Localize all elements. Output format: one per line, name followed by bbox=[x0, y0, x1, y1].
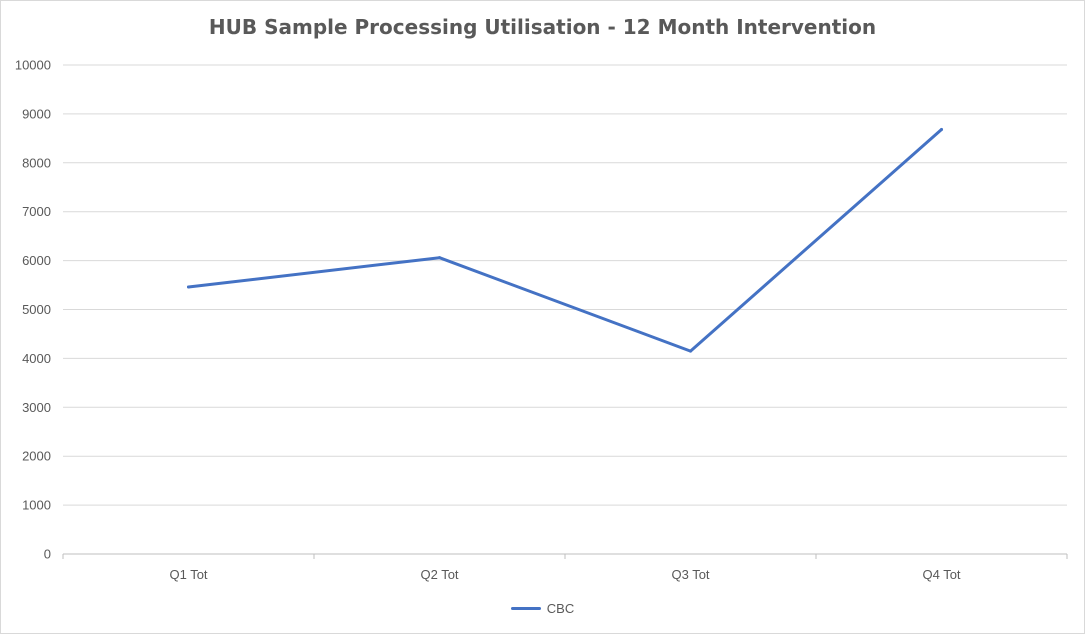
y-axis: 0 1000 2000 3000 4000 5000 6000 7000 8000 9000 100… bbox=[15, 58, 51, 562]
y-tick-label: 1000 bbox=[22, 498, 51, 513]
y-tick-label: 0 bbox=[44, 547, 51, 562]
legend-swatch-cbc bbox=[510, 607, 541, 610]
data-point bbox=[438, 256, 441, 260]
gridlines bbox=[63, 64, 1067, 506]
y-tick-label: 4000 bbox=[22, 351, 51, 366]
y-tick-label: 7000 bbox=[22, 204, 51, 219]
x-tick-label: Q4 Tot bbox=[922, 567, 960, 582]
data-point bbox=[689, 349, 692, 353]
data-point bbox=[187, 285, 190, 289]
y-tick-label: 6000 bbox=[22, 253, 51, 268]
x-axis bbox=[62, 553, 1068, 559]
data-point bbox=[940, 128, 943, 132]
y-tick-label: 2000 bbox=[22, 449, 51, 464]
legend-label-cbc: CBC bbox=[546, 601, 575, 616]
y-tick-label: 3000 bbox=[22, 400, 51, 415]
y-tick-label: 5000 bbox=[22, 302, 51, 317]
series-layer bbox=[187, 128, 943, 353]
x-axis-labels: Q1 Tot Q2 Tot Q3 Tot Q4 Tot bbox=[169, 567, 960, 582]
chart-title: HUB Sample Processing Utilisation - 12 M… bbox=[208, 15, 877, 39]
x-tick-label: Q3 Tot bbox=[671, 567, 709, 582]
y-tick-label: 9000 bbox=[22, 106, 51, 121]
x-tick-label: Q2 Tot bbox=[420, 567, 458, 582]
legend: CBC bbox=[1, 601, 1084, 616]
y-tick-label: 8000 bbox=[22, 155, 51, 170]
x-tick-label: Q1 Tot bbox=[169, 567, 207, 582]
series-line-cbc bbox=[187, 128, 943, 353]
y-tick-label: 10000 bbox=[15, 58, 51, 73]
